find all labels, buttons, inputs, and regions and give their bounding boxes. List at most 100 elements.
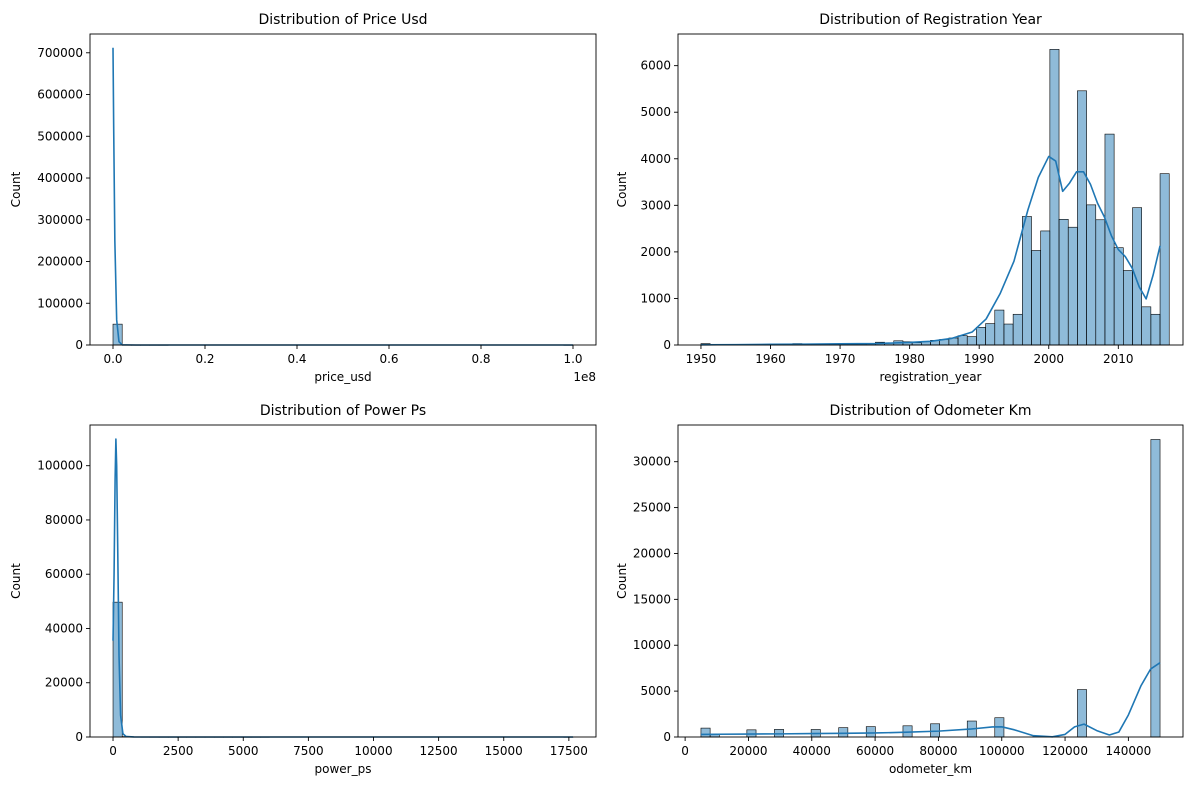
x-tick-label: 0.8 — [471, 352, 490, 366]
chart-title: Distribution of Power Ps — [260, 403, 426, 419]
histogram-bar — [1041, 231, 1050, 345]
histogram-bar — [986, 324, 995, 345]
x-tick-label: 0.6 — [379, 352, 398, 366]
y-tick-label: 500000 — [37, 129, 83, 143]
y-tick-label: 300000 — [37, 213, 83, 227]
y-tick-label: 0 — [75, 730, 83, 744]
y-axis-label: Count — [9, 563, 23, 599]
histogram-bar — [1096, 220, 1105, 345]
x-tick-label: 1950 — [686, 352, 717, 366]
y-tick-label: 5000 — [640, 105, 671, 119]
histogram-bar — [958, 336, 967, 345]
x-tick-label: 2500 — [163, 744, 194, 758]
histogram-bar — [1068, 227, 1077, 345]
x-tick-label: 0 — [109, 744, 117, 758]
histogram-bar — [1114, 248, 1123, 345]
y-tick-label: 0 — [663, 730, 671, 744]
histogram-bar — [1123, 271, 1132, 345]
histogram-bar — [1151, 440, 1160, 738]
y-tick-label: 0 — [663, 338, 671, 352]
x-offset-label: 1e8 — [573, 370, 596, 384]
axes-frame — [90, 34, 596, 345]
y-tick-label: 3000 — [640, 198, 671, 212]
x-tick-label: 2010 — [1103, 352, 1134, 366]
histogram-bar — [995, 310, 1004, 345]
x-axis-label: odometer_km — [889, 762, 972, 776]
y-tick-label: 25000 — [633, 501, 671, 515]
axes-frame — [678, 425, 1183, 737]
x-tick-label: 20000 — [729, 744, 767, 758]
histogram-bar — [1142, 307, 1151, 345]
histogram-bar — [1087, 205, 1096, 345]
y-tick-label: 4000 — [640, 152, 671, 166]
x-tick-label: 1960 — [755, 352, 786, 366]
y-tick-label: 10000 — [633, 638, 671, 652]
histogram-bar — [1050, 49, 1059, 345]
y-tick-label: 100000 — [37, 296, 83, 310]
histogram-bar — [1077, 91, 1086, 345]
x-tick-label: 100000 — [979, 744, 1025, 758]
x-tick-label: 60000 — [856, 744, 894, 758]
y-tick-label: 15000 — [633, 592, 671, 606]
x-tick-label: 2000 — [1033, 352, 1064, 366]
histogram-bar — [1013, 314, 1022, 345]
x-tick-label: 0 — [681, 744, 689, 758]
chart-panel-4: 0 20000 40000 60000 80000 100000 120000 140000 0… — [615, 403, 1183, 776]
y-tick-label: 2000 — [640, 245, 671, 259]
y-tick-label: 20000 — [45, 676, 83, 690]
chart-title: Distribution of Price Usd — [258, 12, 427, 28]
histogram-bar — [976, 327, 985, 345]
histogram-bar — [1059, 219, 1068, 345]
x-tick-label: 120000 — [1042, 744, 1088, 758]
x-tick-label: 40000 — [793, 744, 831, 758]
x-tick-label: 0.2 — [195, 352, 214, 366]
x-tick-label: 80000 — [919, 744, 957, 758]
x-tick-label: 15000 — [485, 744, 523, 758]
kde-line — [113, 48, 573, 345]
y-tick-label: 6000 — [640, 59, 671, 73]
x-tick-label: 1970 — [825, 352, 856, 366]
y-tick-label: 400000 — [37, 171, 83, 185]
y-tick-label: 20000 — [633, 546, 671, 560]
histogram-bar — [839, 728, 848, 737]
histogram-bars — [701, 440, 1160, 738]
kde-line — [113, 439, 573, 737]
histogram-bars — [113, 324, 573, 345]
x-tick-label: 12500 — [420, 744, 458, 758]
x-tick-label: 17500 — [550, 744, 588, 758]
y-tick-label: 200000 — [37, 255, 83, 269]
x-axis-label: registration_year — [879, 370, 981, 384]
histogram-bar — [866, 727, 875, 737]
x-axis-label: price_usd — [314, 370, 371, 384]
histogram-bar — [1077, 690, 1086, 737]
x-tick-label: 7500 — [293, 744, 324, 758]
histogram-bar — [1160, 174, 1169, 345]
x-tick-label: 0.4 — [287, 352, 306, 366]
y-axis-label: Count — [615, 171, 629, 207]
histogram-bar — [967, 337, 976, 345]
y-tick-label: 80000 — [45, 513, 83, 527]
y-tick-label: 600000 — [37, 88, 83, 102]
x-axis-label: power_ps — [315, 762, 372, 776]
histogram-bar — [1151, 314, 1160, 345]
x-tick-label: 140000 — [1105, 744, 1151, 758]
chart-title: Distribution of Odometer Km — [830, 403, 1032, 419]
y-tick-label: 40000 — [45, 621, 83, 635]
x-tick-label: 1990 — [964, 352, 995, 366]
histogram-bar — [701, 728, 710, 737]
histogram-bar — [1004, 324, 1013, 345]
y-axis-label: Count — [615, 563, 629, 599]
histogram-bar — [1133, 208, 1142, 345]
x-tick-label: 0.0 — [103, 352, 122, 366]
histogram-bars — [701, 49, 1169, 345]
y-tick-label: 100000 — [37, 459, 83, 473]
y-axis-label: Count — [9, 171, 23, 207]
x-tick-label: 1980 — [894, 352, 925, 366]
y-tick-label: 0 — [75, 338, 83, 352]
histogram-bar — [1022, 217, 1031, 346]
